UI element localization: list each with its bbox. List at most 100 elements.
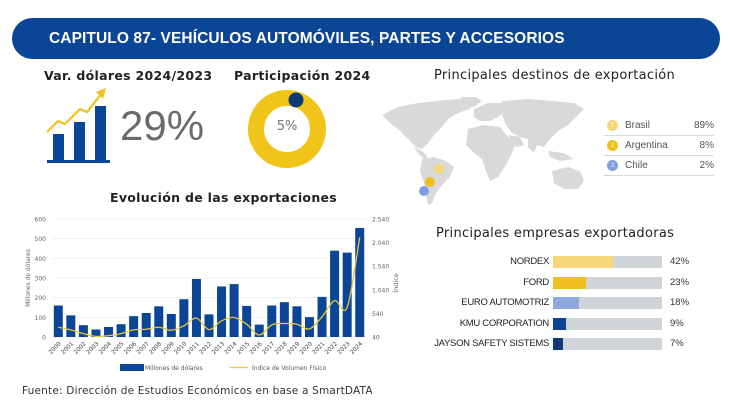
bar-2005: [116, 324, 126, 337]
company-bar-track: [553, 256, 662, 268]
company-row: EURO AUTOMOTRIZ 18%: [420, 296, 720, 310]
x-tick-label: 2005: [111, 341, 126, 356]
destination-name: Brasil: [625, 120, 651, 131]
destinations-title: Principales destinos de exportación: [434, 68, 676, 83]
company-bar-track: [553, 338, 662, 350]
company-bar-track: [553, 277, 662, 289]
y-tick-label: 100: [35, 315, 47, 322]
x-tick-label: 2012: [199, 341, 214, 356]
x-tick-label: 2003: [86, 341, 101, 356]
map-marker-chile: [419, 186, 429, 196]
company-pct: 23%: [670, 277, 690, 288]
x-tick-label: 2011: [186, 341, 201, 356]
bar-2014: [229, 284, 239, 337]
y-right-tick-label: 1.040: [372, 287, 389, 294]
company-pct: 9%: [670, 318, 684, 329]
bar-2013: [217, 286, 227, 337]
bar-2004: [104, 326, 114, 337]
y-tick-label: 200: [35, 295, 47, 302]
x-tick-label: 2020: [299, 341, 314, 356]
companies-title: Principales empresas exportadoras: [436, 226, 675, 241]
x-tick-label: 2019: [287, 341, 302, 356]
x-tick-label: 2013: [211, 341, 226, 356]
company-pct: 7%: [670, 338, 684, 349]
variation-title: Var. dólares 2024/2023: [44, 68, 213, 83]
company-bar-fill: [553, 318, 566, 330]
x-tick-label: 2007: [136, 341, 151, 356]
bar-2000: [53, 305, 63, 337]
company-bar-track: [553, 297, 662, 309]
x-tick-label: 2022: [324, 341, 339, 356]
chapter-header: CAPITULO 87- VEHÍCULOS AUTOMÓVILES, PART…: [12, 18, 720, 59]
destination-dot: 2: [607, 140, 618, 151]
index-line: [58, 237, 361, 338]
x-tick-label: 2000: [48, 341, 63, 356]
world-map: [382, 97, 584, 205]
y-axis-label: Millones de dólares: [25, 249, 32, 307]
bar-2019: [292, 306, 302, 337]
bar-2017: [267, 305, 277, 337]
company-bar-fill: [553, 338, 563, 350]
x-tick-label: 2008: [148, 341, 163, 356]
destination-dot: 3: [607, 160, 618, 171]
company-name: KMU CORPORATION: [459, 318, 550, 329]
y-right-tick-label: 40: [372, 335, 380, 342]
x-tick-label: 2002: [73, 341, 88, 356]
y-right-tick-label: 2.540: [372, 217, 389, 224]
company-name: JAYSON SAFETY SISTEMS: [434, 338, 549, 349]
participation-donut: [248, 90, 326, 168]
bar-2002: [78, 325, 88, 337]
x-tick-label: 2017: [262, 341, 277, 356]
destination-pct: 89%: [693, 120, 714, 131]
bar-2024: [355, 228, 365, 337]
y-right-axis-label: Índice: [391, 273, 400, 293]
bar-2007: [141, 313, 151, 337]
y-right-tick-label: 540: [372, 311, 384, 318]
bar-2016: [254, 324, 264, 337]
bar-2001: [66, 315, 76, 337]
destination-pct: 2%: [699, 160, 714, 171]
company-bar-fill: [553, 256, 613, 268]
participation-title: Participación 2024: [234, 68, 371, 83]
destination-row: 2 Argentina 8%: [604, 136, 714, 156]
bar-2010: [179, 299, 189, 337]
legend-label-bars: Millones de dólares: [145, 365, 203, 372]
company-bar-fill: [553, 277, 586, 289]
company-name: FORD: [523, 277, 549, 288]
y-tick-label: 500: [35, 236, 47, 243]
y-tick-label: 300: [35, 276, 47, 283]
destination-name: Chile: [625, 160, 648, 171]
chapter-title: CAPITULO 87- VEHÍCULOS AUTOMÓVILES, PART…: [49, 29, 565, 47]
company-name: EURO AUTOMOTRIZ: [461, 297, 549, 308]
x-tick-label: 2023: [337, 341, 352, 356]
growth-chart-icon: [46, 88, 110, 163]
exports-chart: 0 100 200 300 400 500 600 40 540 1.040 1.540 2.040 2…: [25, 217, 400, 373]
y-right-tick-label: 2.040: [372, 240, 389, 247]
x-tick-label: 2021: [312, 341, 327, 356]
y-tick-label: 600: [35, 217, 47, 224]
company-row: JAYSON SAFETY SISTEMS 7%: [420, 337, 720, 351]
y-right-tick-label: 1.540: [372, 264, 389, 271]
y-tick-label: 400: [35, 256, 47, 263]
chart-title: Evolución de las exportaciones: [110, 190, 338, 205]
company-name: NORDEX: [510, 256, 549, 267]
bar-2023: [342, 252, 352, 337]
company-bar-track: [553, 318, 662, 330]
variation-value: 29%: [120, 102, 205, 149]
destination-row: 1 Brasil 89%: [604, 116, 714, 136]
legend-label-line: Índice de Volumen Físico: [252, 365, 327, 372]
y-tick-label: 0: [42, 335, 46, 342]
donut-ring: [248, 90, 326, 168]
x-tick-label: 2009: [161, 341, 176, 356]
bar-2003: [91, 329, 101, 337]
bar-2022: [330, 250, 340, 337]
bar-2011: [191, 278, 201, 337]
x-tick-label: 2016: [249, 341, 264, 356]
map-marker-argentina: [425, 177, 435, 187]
company-pct: 42%: [670, 256, 690, 267]
x-tick-label: 2006: [123, 341, 138, 356]
company-row: FORD 23%: [420, 276, 720, 290]
bar-2009: [166, 313, 176, 337]
destination-row: 3 Chile 2%: [604, 156, 714, 176]
donut-marker: [288, 92, 304, 108]
